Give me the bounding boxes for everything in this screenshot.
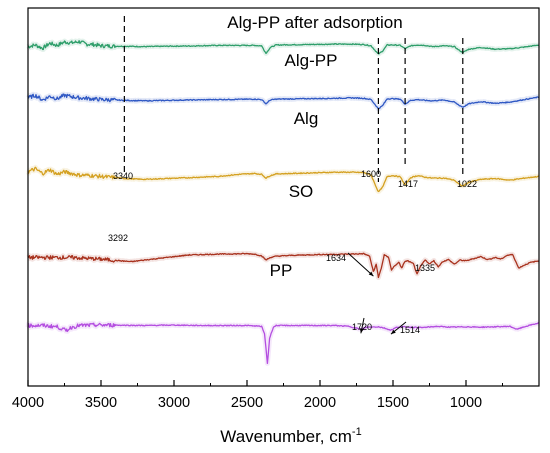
series-label-alg-pp-after-adsorption: Alg-PP after adsorption [227, 13, 402, 32]
peak-label-1600: 1600 [361, 169, 381, 179]
arrowhead-1514 [390, 329, 396, 335]
peak-label-1417: 1417 [398, 179, 418, 189]
x-tick-label-2000: 2000 [304, 395, 336, 411]
peak-label-1335: 1335 [415, 263, 435, 273]
x-axis-title-superscript: -1 [352, 426, 362, 438]
x-tick-label-4000: 4000 [12, 395, 44, 411]
arrowhead-1634 [368, 271, 374, 277]
x-axis-title-text: Wavenumber, cm [220, 427, 352, 446]
spectrum-so [27, 252, 539, 279]
series-label-alg-pp: Alg-PP [285, 51, 338, 70]
series-label-pp: PP [270, 261, 293, 280]
peak-label-1022: 1022 [457, 179, 477, 189]
spectra-layer [27, 40, 540, 365]
spectrum-alg-pp [27, 93, 539, 110]
x-tick-label-2500: 2500 [231, 395, 263, 411]
arrowhead-1720 [359, 328, 364, 334]
spectrum-alg [27, 166, 540, 193]
peak-label-1514: 1514 [400, 325, 420, 335]
arrow-1634 [347, 252, 374, 277]
x-axis-title: Wavenumber, cm-1 [220, 426, 361, 446]
peak-label-3292: 3292 [108, 233, 128, 243]
spectrum-pp [27, 322, 540, 365]
arrow-layer [347, 252, 407, 335]
series-label-so: SO [289, 182, 314, 201]
series-label-alg: Alg [294, 109, 319, 128]
peak-label-3340: 3340 [113, 171, 133, 181]
peak-label-1720: 1720 [352, 322, 372, 332]
spectrum-alg-pp-after-adsorption [27, 40, 540, 55]
x-tick-label-1500: 1500 [377, 395, 409, 411]
trace-glow-pp [25, 320, 541, 366]
x-tick-label-1000: 1000 [450, 395, 482, 411]
peak-label-1634: 1634 [326, 253, 346, 263]
x-axis-ticks: 4000 3500 3000 2500 2000 1500 1000 [12, 380, 503, 411]
guide-lines-layer [123, 16, 464, 182]
x-tick-label-3000: 3000 [158, 395, 190, 411]
x-tick-label-3500: 3500 [85, 395, 117, 411]
